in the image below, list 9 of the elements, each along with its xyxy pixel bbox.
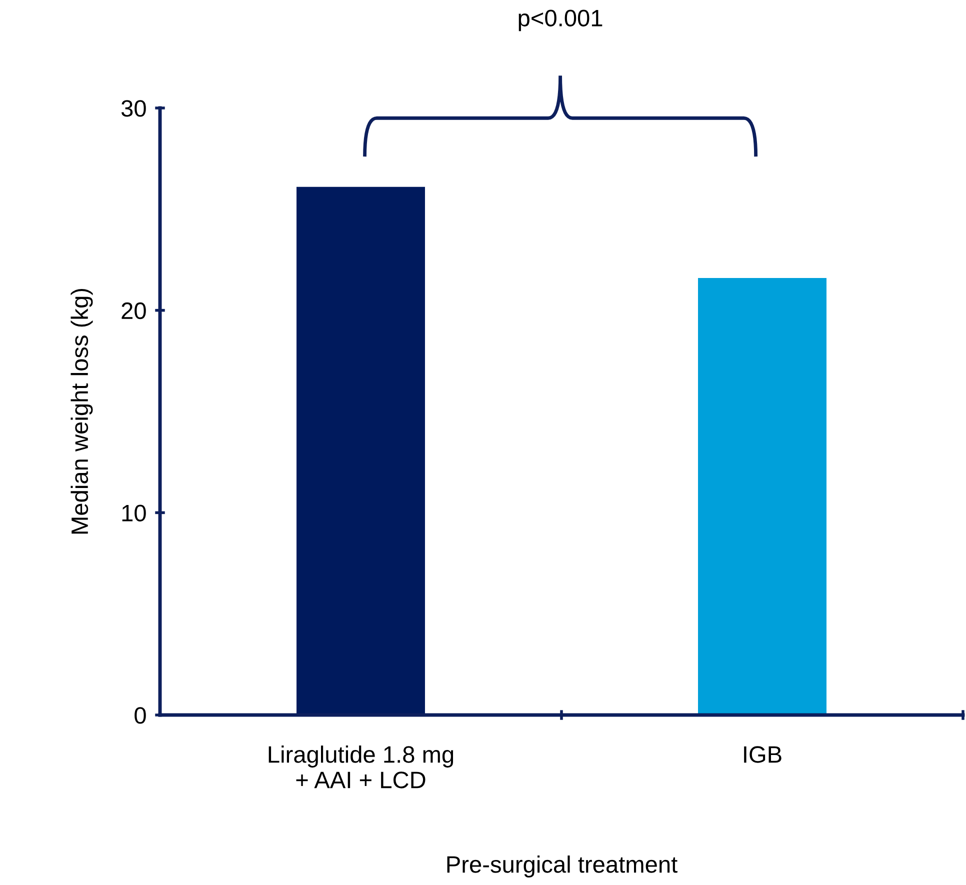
y-tick-label: 0	[134, 707, 146, 724]
x-tick-label: IGB	[744, 746, 782, 763]
y-tick-label: 30	[121, 100, 146, 117]
x-tick-label: Liraglutide 1.8 mg + AAI + LCD	[268, 746, 454, 788]
y-tick-label: 20	[122, 302, 146, 320]
x-axis-title: Pre-surgical treatment	[447, 856, 678, 878]
y-axis-title: Median weight loss (kg)	[70, 288, 93, 534]
text: p<0.001	[518, 10, 602, 32]
y-tick-label: 10	[122, 504, 146, 522]
